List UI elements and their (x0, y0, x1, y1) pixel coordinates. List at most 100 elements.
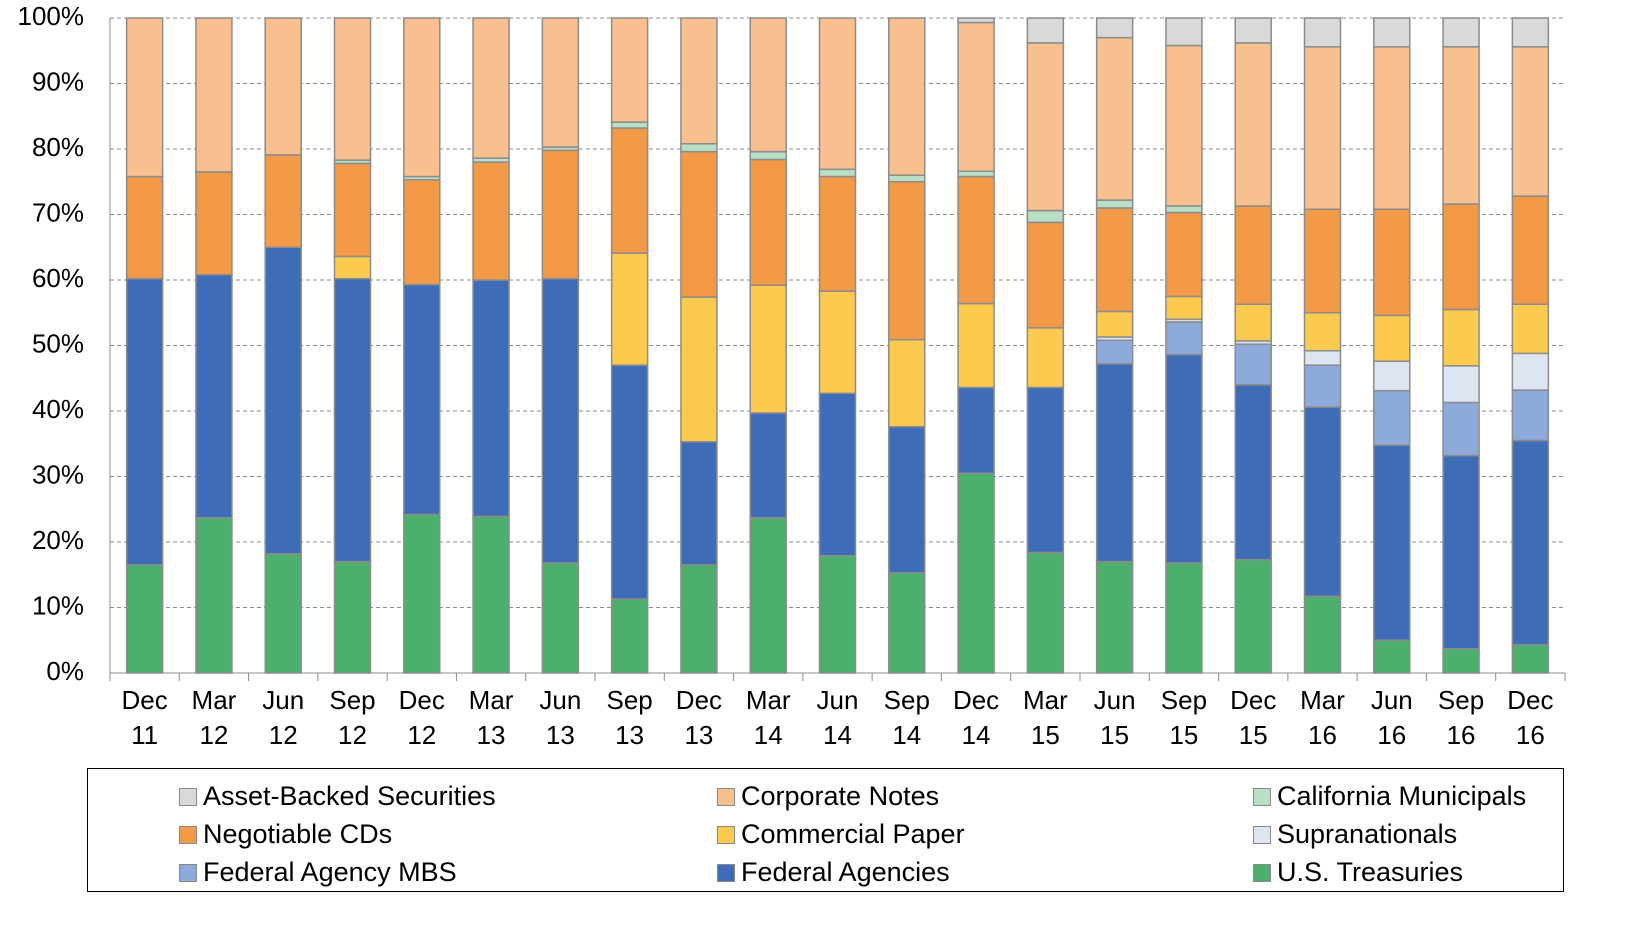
bar-segment (680, 17, 718, 145)
bar-segment (195, 171, 233, 276)
chart: 0% 10% 20% 30% 40% 50% 60% 70% 80% 90% 100% (18, 1, 1566, 686)
bar-segment (1303, 208, 1342, 314)
bar-segment (957, 386, 995, 474)
bar-segment (1095, 199, 1134, 209)
bar-segment (680, 296, 718, 443)
bar-segment (957, 21, 995, 173)
legend-item: Corporate Notes (717, 781, 939, 812)
bar-segment (333, 560, 372, 674)
bar-segment (610, 17, 649, 123)
bar-segment (1165, 44, 1203, 207)
legend-swatch (1253, 863, 1271, 882)
bar-segment (1511, 46, 1550, 197)
bar-segment (610, 598, 649, 674)
x-tick-label: Dec 15 (1230, 685, 1277, 750)
bar-segment (1511, 303, 1550, 355)
legend-label: Federal Agency MBS (203, 857, 457, 887)
bar-segment (957, 170, 995, 178)
x-tick-label: Jun 15 (1093, 685, 1136, 750)
bar-segment (125, 175, 164, 280)
legend-swatch (1253, 787, 1271, 806)
bar-segment (1511, 644, 1550, 674)
bar-segment (1095, 36, 1134, 201)
legend-label: Commercial Paper (741, 819, 965, 849)
bar-segment (1373, 360, 1411, 392)
bar-segment (1165, 211, 1203, 298)
bar-segment (610, 252, 649, 366)
bar-segment (749, 150, 787, 161)
legend-label: Supranationals (1277, 819, 1458, 849)
bar-segment (541, 17, 580, 148)
x-tick-label: Jun 14 (816, 685, 859, 750)
bar-segment (1095, 17, 1134, 39)
y-tick-label: 80% (32, 132, 84, 162)
bar-segment (403, 283, 441, 516)
bar-segment (888, 425, 926, 574)
bar-segment (818, 555, 857, 674)
bar-segment (1373, 389, 1411, 446)
x-tick-label: Dec 14 (952, 685, 1000, 750)
bar-segment (1165, 562, 1203, 674)
bar-segment (472, 17, 510, 159)
y-tick-label: 10% (32, 590, 84, 620)
legend-label: Federal Agencies (741, 857, 950, 887)
bar-segment (541, 149, 580, 280)
bar-segment (1165, 17, 1203, 47)
bar-segment (680, 441, 718, 566)
bar-segment (472, 515, 510, 674)
legend-item: Negotiable CDs (179, 819, 392, 850)
x-tick-label: Sep 13 (606, 685, 653, 750)
x-tick-label: Sep 14 (883, 685, 930, 750)
bar-segment (1303, 46, 1342, 211)
bar-segment (680, 150, 718, 298)
bar-segment (1026, 221, 1065, 329)
bar-segment (472, 161, 510, 281)
bar-segment (1373, 208, 1411, 317)
bar-segment (1026, 551, 1065, 674)
bar-segment (1165, 205, 1203, 214)
y-tick-label: 0% (46, 656, 84, 686)
bar-segment (680, 143, 718, 153)
bar-segment (1234, 558, 1272, 674)
bar-segment (264, 154, 302, 249)
bar-segment (195, 517, 233, 674)
bar-segment (1303, 349, 1342, 366)
bar-segment (888, 17, 926, 176)
bar-segment (1511, 352, 1550, 391)
bar-segment (264, 553, 302, 674)
bar-segment (1095, 310, 1134, 338)
x-tick-label: Dec 12 (398, 685, 445, 750)
bar-segment (1026, 386, 1065, 554)
bar-segment (957, 472, 995, 674)
x-tick-label: Mar 16 (1300, 685, 1345, 750)
bar-segment (333, 277, 372, 563)
legend-swatch (179, 825, 197, 844)
bar-segment (1095, 207, 1134, 313)
bar-segment (749, 17, 787, 153)
bar-segment (957, 302, 995, 389)
y-tick-label: 100% (18, 1, 85, 31)
bar-segment (1442, 308, 1480, 367)
x-tick-label: Mar 14 (745, 685, 791, 750)
bar-segment (125, 17, 164, 178)
bar-segment (1234, 17, 1272, 44)
bar-segment (888, 572, 926, 674)
legend-label: Negotiable CDs (203, 819, 393, 849)
bar-segment (1373, 17, 1411, 48)
bar-segment (1234, 205, 1272, 305)
bar-segment (1511, 17, 1550, 48)
bar-segment (264, 246, 302, 555)
bar-segment (1511, 389, 1550, 442)
y-tick-label: 30% (32, 459, 84, 489)
legend-swatch (717, 787, 735, 806)
y-tick-label: 60% (32, 263, 84, 293)
x-tick-label: Mar 13 (468, 685, 514, 750)
bar-segment (1442, 401, 1480, 457)
bar-segment (749, 158, 787, 286)
y-tick-label: 20% (32, 525, 84, 555)
bar-segment (1026, 42, 1065, 212)
bar-segment (1442, 203, 1480, 311)
legend-swatch (717, 863, 735, 882)
bar-segment (888, 181, 926, 341)
